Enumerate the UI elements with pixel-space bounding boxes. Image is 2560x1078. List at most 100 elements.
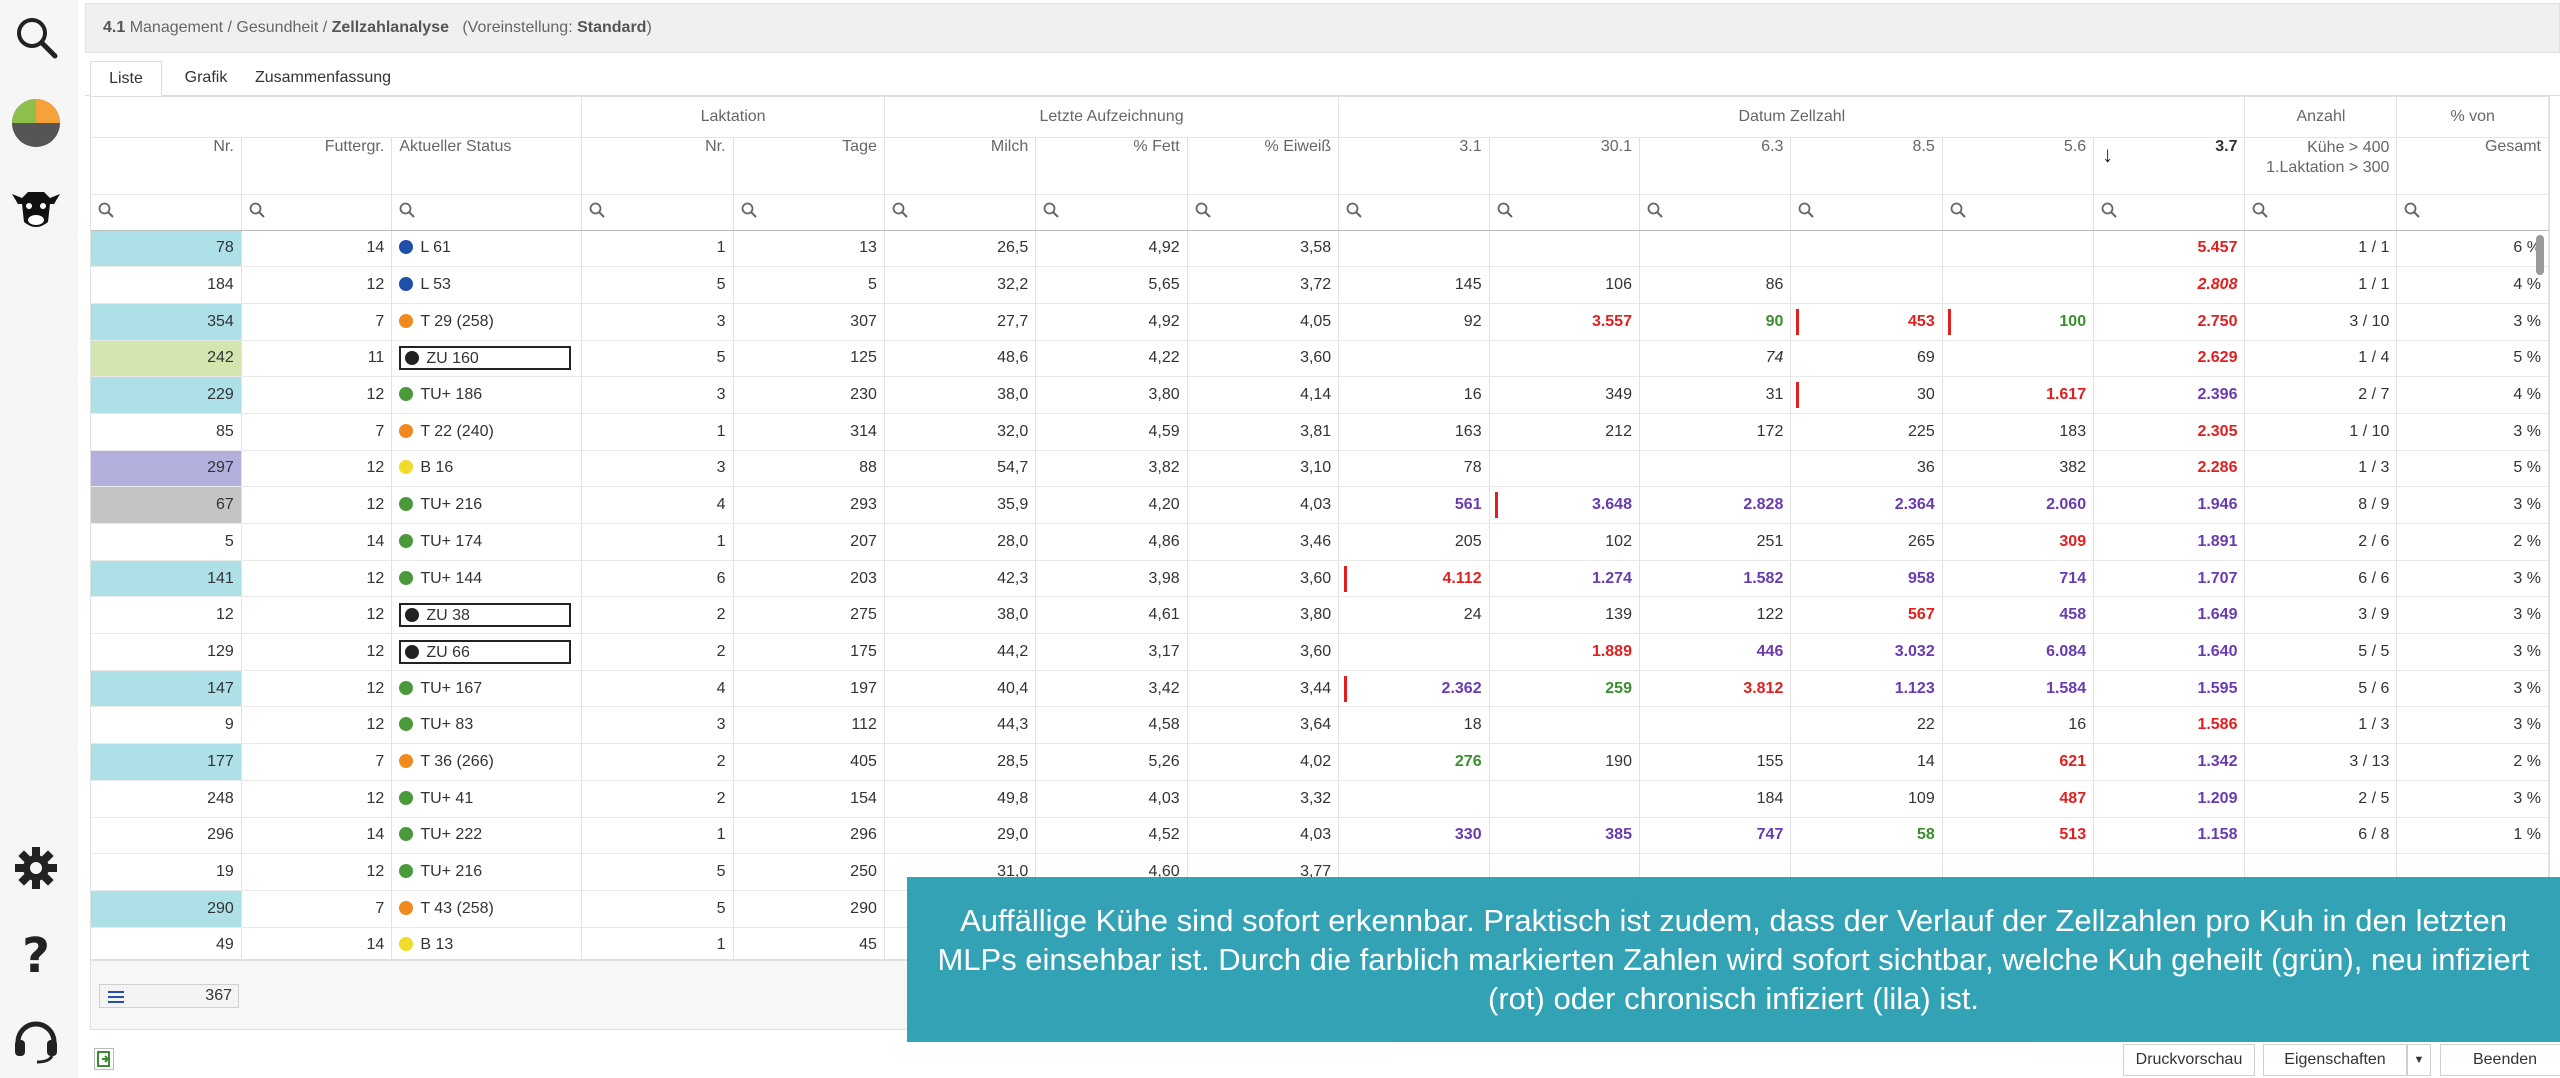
col-tage[interactable]: Tage bbox=[733, 137, 885, 195]
cell-count-cell: 3.032 bbox=[1790, 633, 1943, 671]
col-prozent[interactable]: Gesamt bbox=[2396, 137, 2549, 195]
status-cell: T 22 (240) bbox=[391, 413, 583, 451]
tage-cell: 45 bbox=[733, 927, 885, 959]
col-futtergruppe[interactable]: Futtergr. bbox=[241, 137, 393, 195]
col-date-2[interactable]: 30.1 bbox=[1489, 137, 1640, 195]
status-cell: ZU 38 bbox=[391, 596, 583, 635]
cell-count-cell: 2.629 bbox=[2093, 340, 2246, 378]
cell-count-cell: 145 bbox=[1338, 266, 1490, 304]
table-row[interactable]: 141 12 TU+ 144 6 203 42,3 3,98 3,60 4.112 1.274 1.… bbox=[91, 560, 2549, 598]
tab-zusammenfassung[interactable]: Zusammenfassung bbox=[254, 69, 392, 86]
cow-number-cell: 184 bbox=[91, 266, 242, 304]
filter-cell[interactable] bbox=[2093, 194, 2246, 231]
gear-icon[interactable] bbox=[7, 839, 65, 897]
anzahl-cell: 1 / 1 bbox=[2244, 230, 2398, 268]
cell-count-value: 74 bbox=[1765, 349, 1784, 367]
table-row[interactable]: 147 12 TU+ 167 4 197 40,4 3,42 3,44 2.362 259 3.81… bbox=[91, 670, 2549, 708]
change-marker-icon bbox=[1796, 382, 1800, 409]
table-row[interactable]: 5 14 TU+ 174 1 207 28,0 4,86 3,46 205 102 251 265 30… bbox=[91, 523, 2549, 561]
druckvorschau-button[interactable]: Druckvorschau bbox=[2123, 1044, 2255, 1076]
filter-cell[interactable] bbox=[884, 194, 1037, 231]
eigenschaften-button[interactable]: Eigenschaften bbox=[2263, 1044, 2407, 1076]
table-row[interactable]: 9 12 TU+ 83 3 112 44,3 4,58 3,64 18 22 16 1.586 1 / … bbox=[91, 706, 2549, 745]
status-cell: ZU 66 bbox=[391, 633, 583, 671]
pie-chart-icon[interactable] bbox=[7, 94, 65, 152]
tab-liste[interactable]: Liste bbox=[90, 61, 162, 96]
filter-cell[interactable] bbox=[1035, 194, 1188, 231]
col-eiweiss[interactable]: % Eiweiß bbox=[1187, 137, 1340, 195]
table-row[interactable]: 129 12 ZU 66 2 175 44,2 3,17 3,60 1.889 446 3.032 6… bbox=[91, 633, 2549, 671]
col-date-3[interactable]: 6.3 bbox=[1639, 137, 1792, 195]
prozent-cell: 3 % bbox=[2396, 560, 2549, 598]
col-date-4[interactable]: 8.5 bbox=[1790, 137, 1943, 195]
cell-count-cell: 122 bbox=[1639, 596, 1792, 635]
table-row[interactable]: 177 7 T 36 (266) 2 405 28,5 5,26 4,02 276 190 155 1… bbox=[91, 743, 2549, 781]
table-row[interactable]: 229 12 TU+ 186 3 230 38,0 3,80 4,14 16 349 31 30 1.6… bbox=[91, 376, 2549, 414]
filter-cell[interactable] bbox=[1942, 194, 2095, 231]
table-row[interactable]: 354 7 T 29 (258) 3 307 27,7 4,92 4,05 92 3.557 90 4… bbox=[91, 303, 2549, 341]
col-date-1[interactable]: 3.1 bbox=[1338, 137, 1490, 195]
col-nr[interactable]: Nr. bbox=[91, 137, 242, 195]
col-anzahl[interactable]: Kühe > 400 1.Laktation > 300 bbox=[2244, 137, 2398, 195]
status-label: TU+ 41 bbox=[420, 789, 474, 807]
beenden-button[interactable]: Beenden bbox=[2440, 1044, 2560, 1076]
tage-cell: 175 bbox=[733, 633, 885, 671]
anzahl-cell: 1 / 10 bbox=[2244, 413, 2398, 451]
cow-icon[interactable] bbox=[7, 180, 65, 238]
cell-count-value: 78 bbox=[1463, 459, 1482, 477]
futtergruppe-cell: 14 bbox=[241, 523, 393, 561]
filter-search-icon bbox=[98, 202, 114, 222]
eigenschaften-dropdown-chevron-icon[interactable]: ▼ bbox=[2407, 1044, 2431, 1076]
cell-count-cell bbox=[1790, 266, 1943, 304]
col-anzahl-line-2: 1.Laktation > 300 bbox=[2266, 158, 2390, 176]
export-icon[interactable] bbox=[94, 1048, 114, 1070]
table-row[interactable]: 297 12 B 16 3 88 54,7 3,82 3,10 78 36 382 2.286 1 / … bbox=[91, 450, 2549, 488]
cow-number-cell: 296 bbox=[91, 817, 242, 855]
filter-cell[interactable] bbox=[241, 194, 393, 231]
filter-cell[interactable] bbox=[733, 194, 885, 231]
col-fett[interactable]: % Fett bbox=[1035, 137, 1188, 195]
col-status[interactable]: Aktueller Status bbox=[391, 137, 583, 195]
col-date-6[interactable]: ↓ 3.7 bbox=[2093, 137, 2246, 195]
headset-icon[interactable] bbox=[7, 1010, 65, 1068]
table-row[interactable]: 85 7 T 22 (240) 1 314 32,0 4,59 3,81 163 212 172 22… bbox=[91, 413, 2549, 451]
table-row[interactable]: 184 12 L 53 5 5 32,2 5,65 3,72 145 106 86 2.808 1 / … bbox=[91, 266, 2549, 304]
table-row[interactable]: 242 11 ZU 160 5 125 48,6 4,22 3,60 74 69 2.629 1 / … bbox=[91, 340, 2549, 378]
table-row[interactable]: 296 14 TU+ 222 1 296 29,0 4,52 4,03 330 385 747 58 5… bbox=[91, 817, 2549, 855]
cell-count-value: 1.342 bbox=[2197, 752, 2238, 770]
prozent-cell: 4 % bbox=[2396, 376, 2549, 414]
filter-cell[interactable] bbox=[1639, 194, 1792, 231]
table-row[interactable]: 248 12 TU+ 41 2 154 49,8 4,03 3,32 184 109 487 1.20… bbox=[91, 780, 2549, 818]
filter-cell[interactable] bbox=[391, 194, 583, 231]
list-icon[interactable] bbox=[108, 990, 124, 1008]
filter-cell[interactable] bbox=[1489, 194, 1640, 231]
cell-count-cell: 1.649 bbox=[2093, 596, 2246, 635]
status-label: TU+ 174 bbox=[420, 532, 483, 550]
col-laktation-nr[interactable]: Nr. bbox=[581, 137, 734, 195]
filter-cell[interactable] bbox=[1790, 194, 1943, 231]
preset-value[interactable]: Standard bbox=[577, 19, 647, 36]
status-label: T 29 (258) bbox=[420, 312, 494, 330]
filter-cell[interactable] bbox=[91, 194, 242, 231]
cell-count-value: 145 bbox=[1454, 276, 1482, 294]
help-icon[interactable]: ? bbox=[7, 925, 65, 983]
filter-cell[interactable] bbox=[2244, 194, 2398, 231]
tab-grafik[interactable]: Grafik bbox=[184, 69, 228, 86]
status-label: TU+ 222 bbox=[420, 826, 483, 844]
svg-text:?: ? bbox=[22, 928, 50, 980]
col-date-5[interactable]: 5.6 bbox=[1942, 137, 2095, 195]
filter-cell[interactable] bbox=[1187, 194, 1340, 231]
col-milch[interactable]: Milch bbox=[884, 137, 1037, 195]
vertical-scrollbar[interactable] bbox=[2536, 235, 2544, 275]
table-row[interactable]: 12 12 ZU 38 2 275 38,0 4,61 3,80 24 139 122 567 458 1… bbox=[91, 596, 2549, 635]
table-row[interactable]: 67 12 TU+ 216 4 293 35,9 4,20 4,03 561 3.648 2.828… bbox=[91, 486, 2549, 524]
eiweiss-cell: 3,46 bbox=[1187, 523, 1340, 561]
cell-count-cell: 1.891 bbox=[2093, 523, 2246, 561]
filter-cell[interactable] bbox=[1338, 194, 1490, 231]
filter-cell[interactable] bbox=[2396, 194, 2549, 231]
search-icon[interactable] bbox=[7, 8, 65, 66]
breadcrumb-path[interactable]: Management / Gesundheit / bbox=[129, 19, 328, 36]
filter-cell[interactable] bbox=[581, 194, 734, 231]
